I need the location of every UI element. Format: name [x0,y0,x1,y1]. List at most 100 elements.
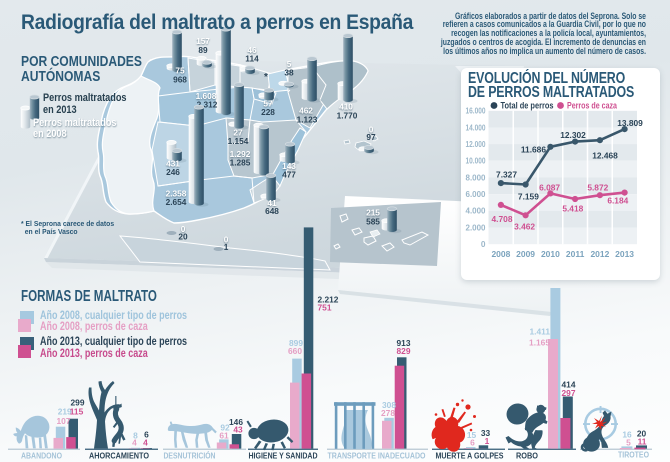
svg-text:10.000: 10.000 [466,156,486,166]
svg-text:2009: 2009 [516,249,535,259]
svg-text:14.000: 14.000 [466,122,486,132]
svg-text:6.000: 6.000 [466,189,486,199]
svg-text:8.000: 8.000 [466,172,486,182]
svg-text:114: 114 [245,54,259,64]
svg-text:1.123: 1.123 [297,115,318,125]
svg-text:2012: 2012 [590,249,609,259]
svg-text:TRANSPORTE INADECUADO: TRANSPORTE INADECUADO [328,451,426,461]
svg-text:27: 27 [233,128,243,138]
svg-text:11.686: 11.686 [521,145,546,155]
svg-text:1.165: 1.165 [529,337,550,347]
svg-text:2.358: 2.358 [166,189,187,199]
svg-text:5: 5 [626,437,631,447]
svg-text:97: 97 [366,132,376,142]
svg-text:143: 143 [282,161,296,171]
svg-text:5.418: 5.418 [562,203,583,213]
svg-text:12.468: 12.468 [592,151,618,161]
svg-text:477: 477 [282,170,296,180]
svg-text:MUERTE A GOLPES: MUERTE A GOLPES [436,451,504,461]
svg-text:829: 829 [397,346,411,356]
svg-text:2.654: 2.654 [166,197,187,207]
svg-text:2013: 2013 [615,249,634,259]
svg-text:297: 297 [562,388,576,398]
svg-text:HIGIENE Y SANIDAD: HIGIENE Y SANIDAD [249,451,318,461]
svg-text:228: 228 [261,107,275,117]
svg-text:2008: 2008 [491,249,510,259]
svg-text:41: 41 [267,198,277,208]
svg-text:TIROTEO: TIROTEO [618,450,649,460]
svg-text:Total de perros: Total de perros [501,101,554,111]
svg-text:6: 6 [470,438,475,448]
svg-text:12.302: 12.302 [560,130,586,140]
svg-text:246: 246 [166,167,180,177]
svg-text:0: 0 [181,224,186,234]
svg-text:43: 43 [233,425,243,435]
svg-text:1.285: 1.285 [230,158,251,168]
svg-text:4.000: 4.000 [466,206,486,216]
svg-text:5.872: 5.872 [587,183,608,193]
svg-text:89: 89 [198,45,208,55]
svg-text:75: 75 [175,66,185,76]
svg-text:16: 16 [622,430,632,440]
svg-text:1.292: 1.292 [230,149,251,159]
svg-text:16.000: 16.000 [466,106,486,116]
svg-text:431: 431 [166,159,180,169]
svg-text:*: * [264,72,268,83]
svg-text:4: 4 [143,438,148,448]
svg-text:5: 5 [287,59,292,69]
svg-text:20: 20 [178,232,188,242]
svg-text:2.212: 2.212 [318,294,339,304]
svg-text:968: 968 [173,75,187,85]
svg-text:107: 107 [57,416,71,426]
svg-text:414: 414 [562,380,576,390]
svg-text:1: 1 [485,436,490,446]
svg-text:1.770: 1.770 [337,111,358,121]
svg-text:ROBO: ROBO [516,451,538,461]
svg-text:751: 751 [318,303,332,313]
svg-text:57: 57 [263,99,273,109]
svg-text:6: 6 [144,430,149,440]
svg-text:1.608: 1.608 [196,91,217,101]
svg-text:33: 33 [481,428,491,438]
svg-text:0: 0 [481,239,486,249]
svg-text:20: 20 [637,429,647,439]
svg-text:115: 115 [70,407,84,417]
svg-text:308: 308 [382,400,396,410]
svg-text:146: 146 [229,417,243,427]
svg-text:585: 585 [366,217,380,227]
svg-text:1.411: 1.411 [530,326,551,336]
svg-text:AHORCAMIENTO: AHORCAMIENTO [89,451,149,461]
svg-text:1.154: 1.154 [228,136,249,146]
svg-text:ABANDONO: ABANDONO [21,451,62,461]
svg-text:299: 299 [71,398,85,408]
svg-text:278: 278 [381,408,395,418]
svg-text:2010: 2010 [541,249,560,259]
svg-text:6.087: 6.087 [539,183,560,193]
svg-text:8: 8 [133,430,138,440]
svg-text:46: 46 [247,45,257,55]
svg-text:648: 648 [265,206,279,216]
svg-text:2.312: 2.312 [197,100,218,110]
svg-text:0: 0 [369,125,374,135]
svg-text:6.184: 6.184 [607,196,628,206]
svg-text:2011: 2011 [566,249,585,259]
svg-text:15: 15 [467,430,477,440]
svg-text:12.000: 12.000 [466,139,486,149]
svg-text:215: 215 [366,208,380,218]
svg-text:38: 38 [284,68,294,78]
svg-text:219: 219 [58,407,72,417]
svg-text:4.708: 4.708 [492,214,513,224]
svg-text:13.809: 13.809 [617,118,643,128]
svg-text:Perros de caza: Perros de caza [567,101,618,111]
svg-text:0: 0 [224,235,229,245]
svg-text:3.462: 3.462 [514,222,535,232]
svg-text:7.327: 7.327 [496,170,517,180]
svg-text:92: 92 [220,423,230,433]
svg-text:4: 4 [132,438,137,448]
svg-text:2.000: 2.000 [466,222,486,232]
svg-text:157: 157 [196,36,210,46]
svg-text:462: 462 [299,106,313,116]
svg-text:7.159: 7.159 [518,192,539,202]
svg-text:899: 899 [289,338,303,348]
svg-text:1: 1 [224,242,229,252]
